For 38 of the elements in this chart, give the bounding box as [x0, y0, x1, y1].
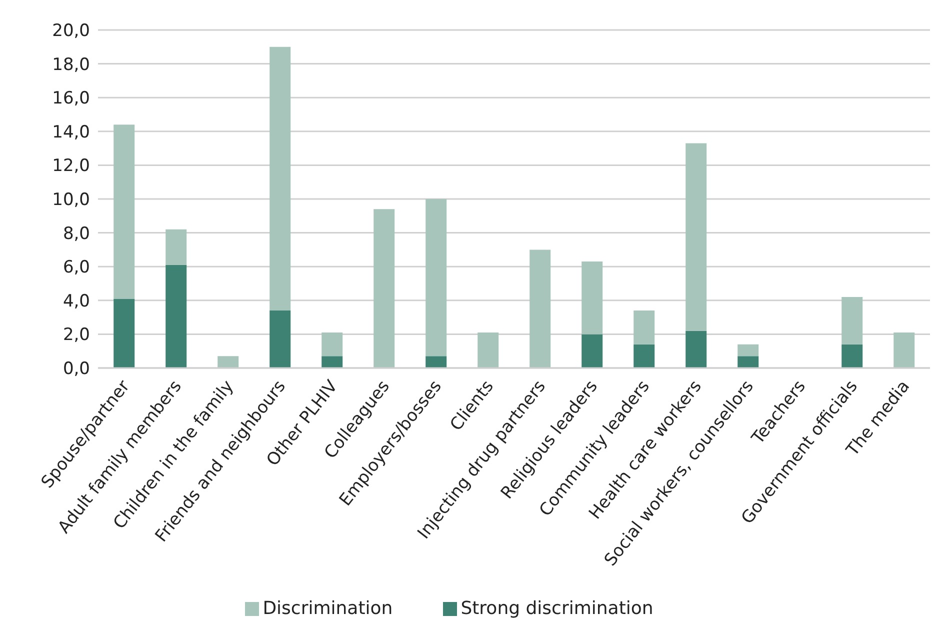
- bar: [114, 124, 135, 299]
- bar: [686, 143, 707, 331]
- legend-label: Discrimination: [262, 598, 393, 619]
- bar: [270, 310, 291, 368]
- y-tick-label: 0,0: [62, 359, 90, 380]
- legend-label: Strong discrimination: [460, 598, 654, 619]
- y-tick-label: 6,0: [62, 258, 90, 278]
- bar: [218, 356, 239, 368]
- bar: [114, 298, 135, 368]
- bar: [634, 344, 655, 368]
- bar: [582, 262, 603, 334]
- y-tick-label: 14,0: [52, 122, 90, 142]
- bar: [426, 199, 447, 356]
- y-tick-label: 10,0: [52, 190, 90, 210]
- y-tick-label: 2,0: [62, 325, 90, 346]
- y-tick-label: 20,0: [52, 21, 90, 42]
- bar: [322, 356, 343, 368]
- bar: [634, 310, 655, 344]
- bar: [374, 209, 395, 368]
- bar: [842, 297, 863, 344]
- bar: [530, 250, 551, 368]
- y-tick-label: 4,0: [62, 291, 90, 312]
- bar: [270, 46, 291, 311]
- bar: [166, 264, 187, 368]
- y-tick-label: 8,0: [62, 224, 90, 244]
- bar: [166, 229, 187, 265]
- bar: [478, 332, 499, 368]
- bar: [322, 332, 343, 356]
- bar: [686, 330, 707, 368]
- y-tick-label: 16,0: [52, 88, 90, 109]
- bar: [894, 332, 915, 368]
- bar: [842, 344, 863, 368]
- bar: [738, 344, 759, 356]
- bar: [582, 334, 603, 368]
- y-tick-label: 18,0: [52, 54, 90, 75]
- bar: [426, 356, 447, 368]
- bar: [738, 356, 759, 368]
- y-tick-label: 12,0: [52, 156, 90, 176]
